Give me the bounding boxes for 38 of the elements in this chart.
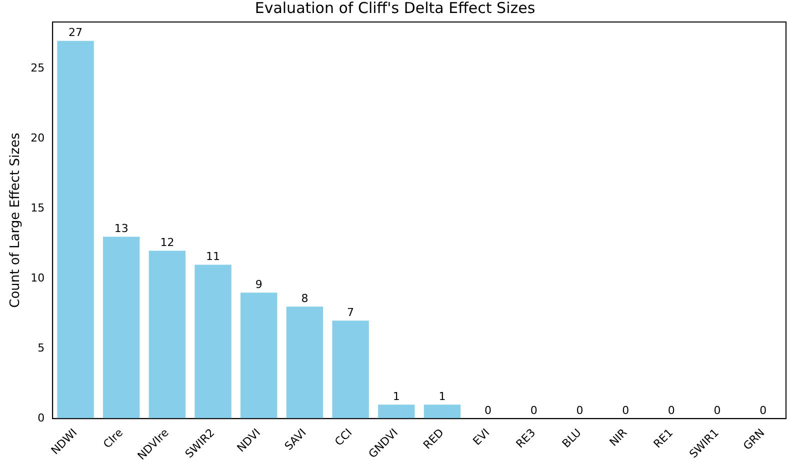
bar	[148, 250, 186, 419]
data-label: 0	[760, 404, 767, 417]
y-axis-title: Count of Large Effect Sizes	[8, 132, 24, 308]
y-tick-label: 25	[30, 62, 45, 75]
data-label: 7	[347, 306, 354, 320]
y-tick-label: 10	[30, 272, 45, 285]
bar	[286, 306, 324, 419]
data-label: 27	[68, 26, 83, 40]
x-tick-label: CIre	[100, 426, 126, 451]
chart-title: Evaluation of Cliff's Delta Effect Sizes	[254, 0, 536, 17]
bar	[240, 292, 278, 419]
data-label: 0	[714, 404, 721, 417]
data-label: 11	[206, 250, 220, 264]
x-tick-label: RE1	[651, 426, 676, 451]
bar	[378, 404, 415, 419]
y-tick-label: 15	[30, 202, 45, 215]
y-tick-label: 0	[38, 411, 45, 424]
x-tick-label: NIR	[606, 426, 630, 449]
x-tick-label: CCI	[332, 426, 355, 449]
bar	[332, 320, 369, 419]
bar	[57, 40, 94, 419]
data-label: 0	[576, 404, 584, 417]
data-label: 9	[255, 278, 262, 292]
data-label: 8	[301, 292, 308, 306]
data-label: 0	[530, 404, 538, 417]
data-label: 0	[484, 404, 492, 417]
data-label: 12	[160, 236, 174, 250]
data-label: 1	[392, 390, 400, 403]
data-label: 0	[668, 404, 675, 417]
data-label: 13	[114, 222, 128, 236]
y-tick-label: 20	[30, 132, 45, 145]
x-tick-label: EVI	[470, 426, 492, 448]
bar	[424, 404, 461, 419]
bar	[103, 236, 140, 419]
y-tick-label: 5	[38, 341, 45, 354]
data-label: 0	[622, 404, 630, 417]
data-label: 1	[438, 390, 446, 403]
bar	[194, 264, 232, 419]
